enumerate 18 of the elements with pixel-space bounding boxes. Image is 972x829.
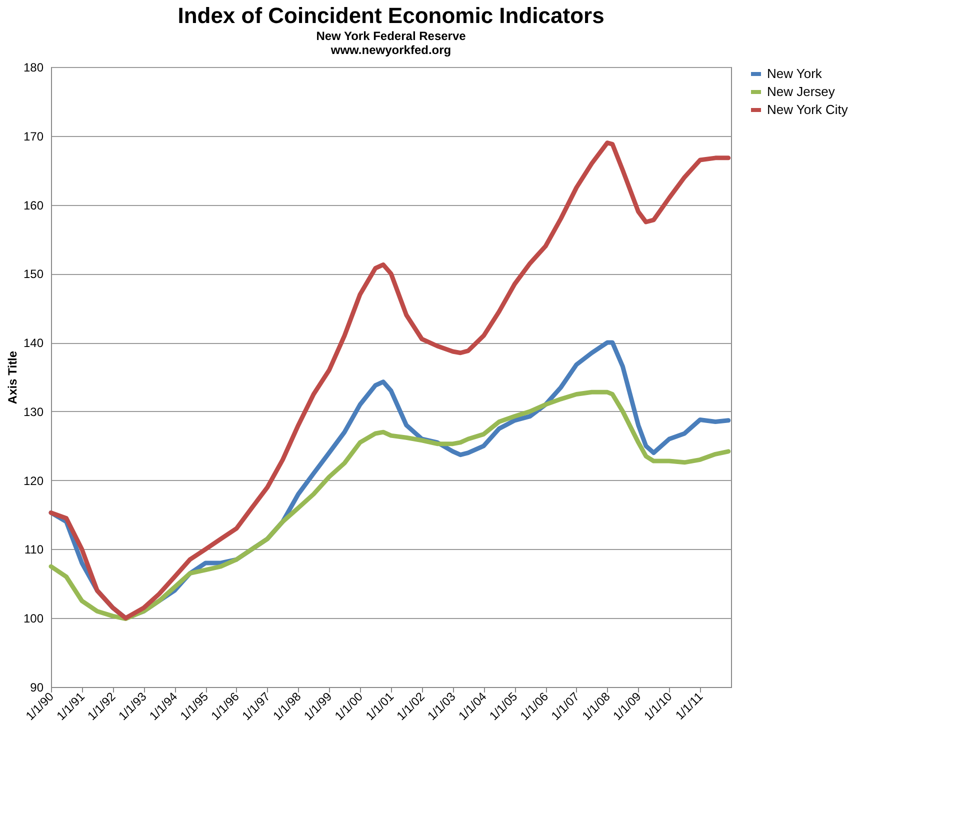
line-series xyxy=(48,140,731,620)
y-tick-label: 130 xyxy=(23,404,44,419)
y-tick-label: 110 xyxy=(24,542,44,557)
legend-label: New York City xyxy=(767,102,848,117)
y-axis-title: Axis Title xyxy=(5,350,20,404)
line-series xyxy=(48,390,731,622)
legend-label: New York xyxy=(767,66,822,81)
chart-subtitle: New York Federal Reserve www.newyorkfed.org xyxy=(316,29,466,57)
y-tick-label: 140 xyxy=(23,336,44,350)
y-tick-label: 120 xyxy=(23,474,44,488)
y-tick-label: 170 xyxy=(23,129,44,144)
y-tick-label: 180 xyxy=(23,60,44,74)
y-tick-label: 160 xyxy=(23,198,44,212)
y-tick-label: 90 xyxy=(30,680,44,694)
chart-title: Index of Coincident Economic Indicators xyxy=(178,3,604,28)
y-tick-label: 100 xyxy=(23,612,44,626)
legend-label: New Jersey xyxy=(767,84,836,99)
y-tick-label: 150 xyxy=(23,267,44,282)
